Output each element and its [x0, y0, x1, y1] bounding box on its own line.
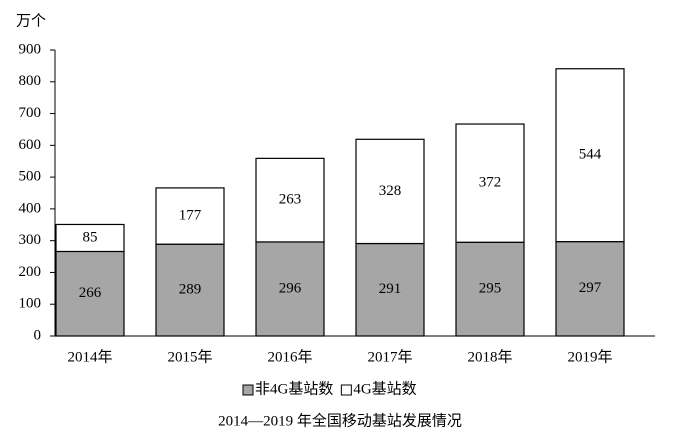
bar-segment	[355, 242, 425, 337]
legend-label: 4G基站数	[353, 380, 416, 397]
bar-segment	[255, 241, 325, 337]
x-tick-label: 2014年	[67, 348, 112, 365]
bar-segment	[55, 223, 125, 253]
y-tick-label: 700	[19, 105, 42, 121]
value-label: 85	[83, 229, 98, 245]
bar-segment	[555, 68, 625, 243]
bar-segment	[555, 241, 625, 337]
value-label: 296	[279, 280, 302, 296]
y-tick-label: 100	[19, 296, 42, 312]
legend-swatch	[242, 384, 254, 396]
bar-segment	[355, 138, 425, 245]
legend-swatch	[340, 384, 352, 396]
x-tick-label: 2016年	[267, 348, 312, 365]
bar-segment	[255, 157, 325, 243]
value-label: 291	[379, 281, 402, 297]
value-label: 328	[379, 183, 402, 199]
value-label: 263	[279, 192, 302, 208]
chart-title: 2014—2019 年全国移动基站发展情况	[218, 411, 462, 429]
value-label: 266	[79, 285, 102, 301]
value-label: 544	[579, 147, 602, 163]
y-tick-label: 800	[19, 73, 42, 89]
y-tick-label: 500	[19, 169, 42, 185]
y-tick-label: 0	[34, 327, 42, 343]
value-label: 295	[479, 281, 502, 297]
value-label: 177	[179, 207, 202, 223]
y-tick-label: 900	[19, 41, 42, 57]
bar-segment	[455, 123, 525, 243]
y-tick-label: 600	[19, 137, 42, 153]
y-tick-label: 400	[19, 200, 42, 216]
value-label: 289	[179, 282, 202, 298]
x-tick-label: 2018年	[467, 348, 512, 365]
x-tick-label: 2015年	[167, 348, 212, 365]
bar-segment	[55, 250, 125, 337]
y-axis-label: 万个	[16, 12, 46, 29]
x-tick-label: 2019年	[567, 348, 612, 365]
y-tick-label: 200	[19, 264, 42, 280]
bar-segment	[155, 187, 225, 245]
x-tick-label: 2017年	[367, 348, 412, 365]
y-tick-label: 300	[19, 232, 42, 248]
value-label: 372	[479, 175, 502, 191]
legend-label: 非4G基站数	[255, 380, 333, 397]
value-label: 297	[579, 280, 602, 296]
